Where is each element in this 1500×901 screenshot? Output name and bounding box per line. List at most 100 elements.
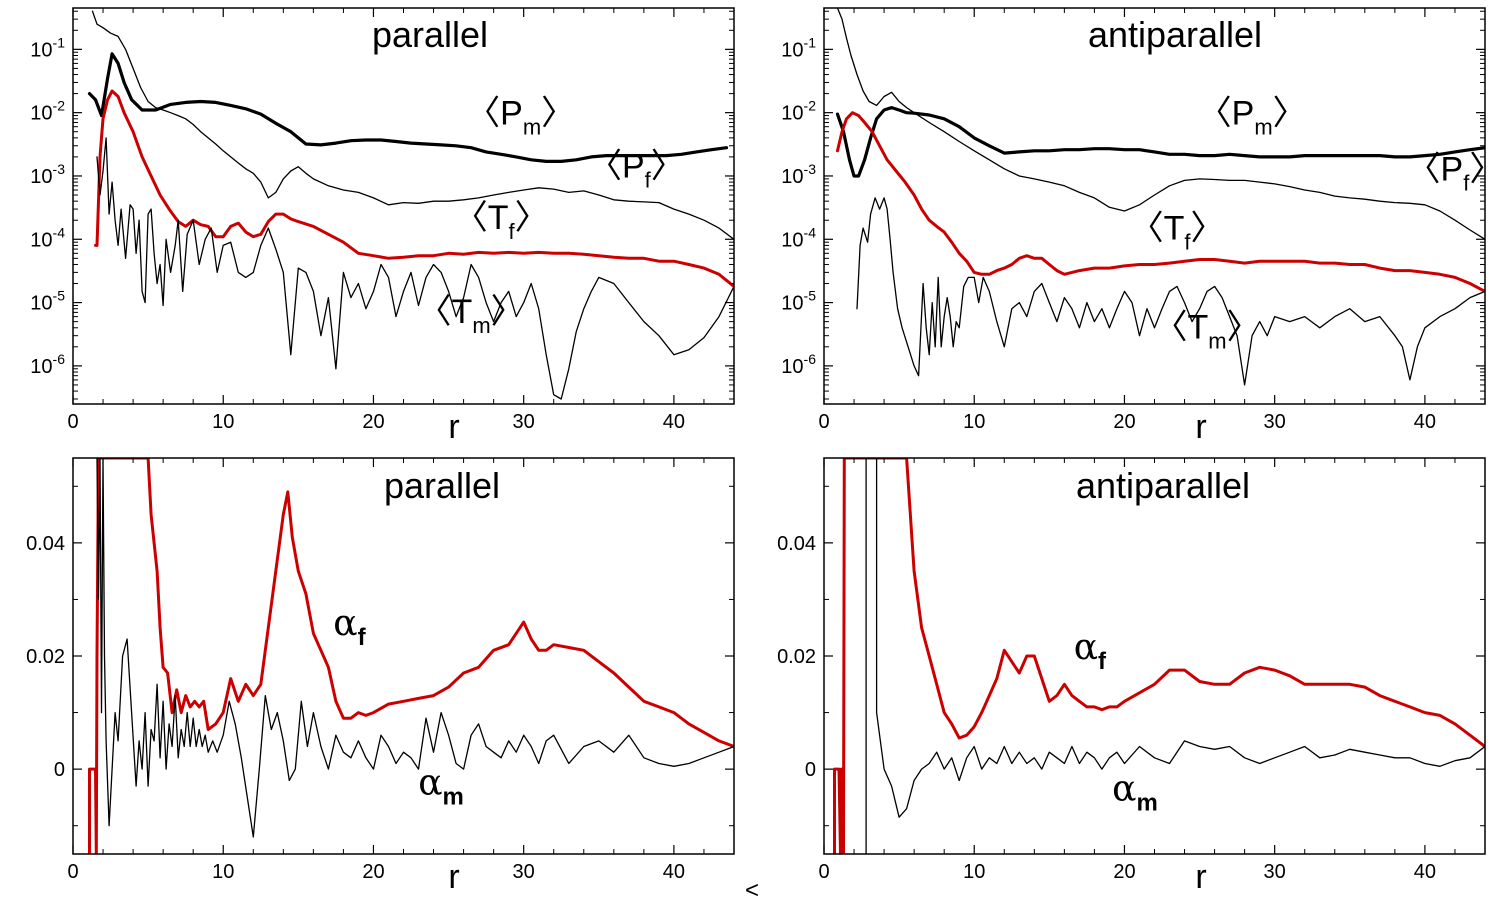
series-group [835,8,1485,386]
x-tick-label: 30 [1264,861,1286,883]
series-line-tf [94,89,734,288]
x-tick-label: 20 [1113,861,1135,883]
y-tick-base: 10 [781,39,803,61]
series-group [833,458,1485,854]
y-tick-label: 0 [805,759,816,781]
series-line-tm [856,197,1485,386]
x-tick-label: 10 [212,411,234,433]
stray-mark: < [745,877,759,901]
y-tick-base: 10 [30,229,52,251]
x-tick-label: 20 [362,411,384,433]
chart-title: parallel [372,14,488,55]
series-line-alpha-f [88,458,734,854]
x-axis-label: r [1195,408,1206,446]
curve-label-alpha-f: αf [333,603,366,651]
curve-label-pf: 〈Pf〉 [1407,150,1500,195]
x-tick-label: 20 [1113,411,1135,433]
y-tick-exponent: -2 [804,98,817,114]
y-tick-base: 10 [781,103,803,125]
x-tick-label: 30 [1264,411,1286,433]
y-tick-exponent: -6 [804,351,817,367]
chart-title: parallel [384,465,500,506]
y-tick-label: 10-3 [30,161,65,188]
x-axis-label: r [448,408,459,446]
y-tick-exponent: -3 [53,161,66,177]
curve-label-pm: 〈Pm〉 [466,95,575,140]
y-tick-exponent: -6 [53,351,66,367]
x-tick-label: 0 [818,861,829,883]
y-tick-label: 0.02 [26,646,65,668]
y-tick-base: 10 [781,356,803,378]
series-line-pm [835,106,1485,178]
curve-label-tf: 〈Tf〉 [454,199,549,244]
y-tick-base: 10 [30,39,52,61]
y-tick-label: 10-5 [30,288,65,315]
y-tick-exponent: -4 [53,224,66,240]
x-tick-label: 30 [513,411,535,433]
series-line-tf [836,111,1485,293]
plot-frame [72,7,735,405]
series-group [88,458,734,854]
series-line-alpha-m [96,458,734,838]
series-line-pf [836,8,1485,240]
y-tick-exponent: -1 [53,34,66,50]
y-tick-base: 10 [30,356,52,378]
y-tick-label: 10-1 [30,34,65,61]
y-tick-exponent: -4 [804,224,817,240]
curve-label-alpha-m: αm [1112,768,1158,816]
x-tick-label: 40 [663,861,685,883]
y-tick-label: 10-2 [781,98,816,125]
x-tick-label: 40 [663,411,685,433]
curve-label-alpha-f: αf [1074,627,1107,675]
y-tick-label: 10-6 [30,351,65,378]
x-tick-label: 40 [1414,411,1436,433]
curve-label-tm: 〈Tm〉 [1154,309,1261,354]
series-line-tm [96,137,734,400]
y-tick-label: 10-5 [781,288,816,315]
y-tick-label: 10-4 [781,224,816,251]
y-tick-base: 10 [30,103,52,125]
curve-label-tf: 〈Tf〉 [1130,209,1225,254]
x-axis-label: r [448,858,459,896]
y-tick-exponent: -3 [804,161,817,177]
y-tick-label: 10-6 [781,351,816,378]
y-tick-label: 10-4 [30,224,65,251]
y-tick-label: 0.02 [777,646,816,668]
panel-bottom-left: 0 10 20 30 40 0 0.02 0.04 parallel r αf αm [26,457,735,896]
y-tick-label: 10-1 [781,34,816,61]
series-line-pm [87,52,729,163]
y-tick-label: 0.04 [777,533,816,555]
x-tick-label: 10 [212,861,234,883]
x-tick-label: 40 [1414,861,1436,883]
y-tick-exponent: -5 [804,288,817,304]
y-tick-base: 10 [30,293,52,315]
x-tick-label: 0 [67,411,78,433]
plot-frame [72,457,735,855]
x-axis-label: r [1195,858,1206,896]
y-tick-label: 10-3 [781,161,816,188]
series-line-alpha-f [833,458,1485,854]
series-line-pf [91,10,734,240]
x-tick-label: 0 [67,861,78,883]
y-tick-base: 10 [781,229,803,251]
y-tick-exponent: -5 [53,288,66,304]
y-tick-label: 0 [54,759,65,781]
y-tick-label: 0.04 [26,533,65,555]
x-tick-label: 10 [963,411,985,433]
curve-label-pm: 〈Pm〉 [1198,95,1307,140]
chart-title: antiparallel [1088,14,1262,55]
x-tick-label: 0 [818,411,829,433]
y-tick-exponent: -2 [53,98,66,114]
panel-bottom-right: 0 10 20 30 40 0 0.02 0.04 antiparallel r αf αm [777,457,1486,896]
chart-title: antiparallel [1076,465,1250,506]
curve-label-alpha-m: αm [418,763,464,811]
y-tick-base: 10 [781,293,803,315]
y-tick-base: 10 [781,166,803,188]
y-tick-base: 10 [30,166,52,188]
curve-label-tm: 〈Tm〉 [418,293,525,338]
x-tick-label: 20 [362,861,384,883]
x-tick-label: 10 [963,861,985,883]
